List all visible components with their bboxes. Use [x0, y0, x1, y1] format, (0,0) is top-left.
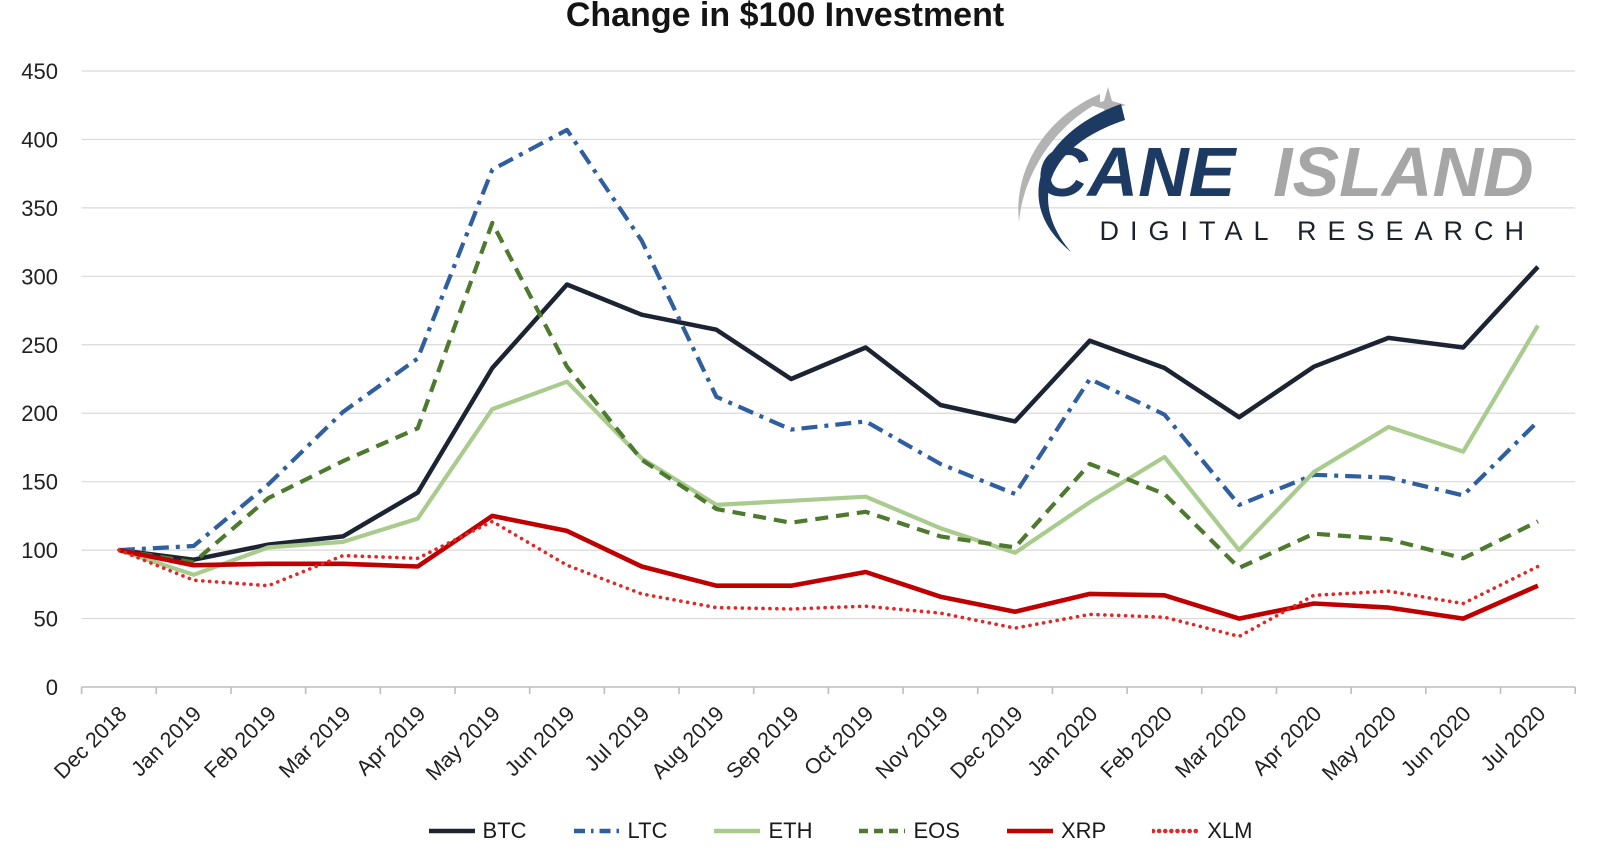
chart-title: Change in $100 Investment — [565, 0, 1005, 34]
x-axis-tick-label: Apr 2019 — [352, 702, 431, 781]
legend-line-sample-XLM — [1152, 828, 1201, 834]
legend-label-EOS: EOS — [913, 818, 960, 843]
legend-line-sample-XRP — [1006, 828, 1053, 834]
series-line-LTC — [118, 127, 1540, 553]
legend-item-EOS: EOS — [858, 818, 960, 844]
chart-legend: BTC LTC ETH EOS XRP XLM — [0, 818, 1600, 844]
legend-label-BTC: BTC — [482, 818, 527, 843]
legend-label-XRP: XRP — [1060, 818, 1107, 843]
x-axis-tick-label: May 2019 — [421, 702, 505, 786]
y-axis-tick-label: 100 — [21, 538, 58, 563]
legend-label-LTC: LTC — [627, 818, 668, 843]
y-axis-tick-label: 400 — [21, 127, 58, 152]
x-axis-tick-label: Oct 2019 — [800, 702, 879, 781]
x-axis-tick-label: Mar 2019 — [274, 702, 355, 783]
y-axis-tick-label: 0 — [46, 675, 58, 700]
x-axis-tick-label: Jul 2020 — [1476, 702, 1550, 776]
x-axis-tick-label: Apr 2020 — [1248, 702, 1327, 781]
x-axis-tick-label: Mar 2020 — [1170, 702, 1251, 783]
series-line-XLM — [117, 519, 1540, 639]
x-axis-tick-label: May 2020 — [1317, 702, 1401, 786]
x-axis-tick-label: Jan 2020 — [1023, 702, 1103, 782]
x-axis-tick-label: Jun 2019 — [500, 702, 580, 782]
legend-item-XLM: XLM — [1152, 818, 1252, 844]
y-axis-tick-label: 250 — [21, 333, 58, 358]
series-line-BTC — [118, 265, 1540, 562]
x-axis-tick-label: Sep 2019 — [722, 702, 804, 784]
x-axis-tick-label: Dec 2019 — [946, 702, 1028, 784]
legend-item-XRP: XRP — [1006, 818, 1106, 844]
legend-line-sample-LTC — [573, 828, 620, 834]
x-axis-tick-label: Dec 2018 — [49, 702, 131, 784]
legend-label-XLM: XLM — [1207, 818, 1253, 843]
legend-item-ETH: ETH — [713, 818, 812, 844]
y-axis-tick-label: 450 — [21, 59, 58, 84]
legend-line-sample-BTC — [428, 828, 475, 834]
y-axis-tick-label: 150 — [21, 470, 58, 495]
x-axis-tick-label: Jan 2019 — [127, 702, 207, 782]
y-axis-tick-label: 300 — [21, 264, 58, 289]
legend-item-LTC: LTC — [573, 818, 668, 844]
series-line-XRP — [118, 513, 1539, 621]
y-axis-tick-label: 350 — [21, 196, 58, 221]
y-axis-tick-label: 200 — [21, 401, 58, 426]
x-axis-tick-label: Nov 2019 — [871, 702, 953, 784]
x-axis-tick-label: Feb 2019 — [200, 702, 281, 783]
legend-label-ETH: ETH — [768, 818, 813, 843]
x-axis-tick-label: Jun 2020 — [1396, 702, 1476, 782]
legend-line-sample-ETH — [714, 828, 761, 834]
series-line-ETH — [118, 324, 1540, 577]
legend-line-sample-EOS — [859, 828, 906, 834]
y-axis-tick-label: 50 — [34, 607, 58, 632]
legend-item-BTC: BTC — [428, 818, 527, 844]
x-axis-tick-label: Jul 2019 — [580, 702, 654, 776]
x-axis-tick-label: Feb 2020 — [1096, 702, 1177, 783]
series-line-EOS — [118, 220, 1539, 571]
x-axis-tick-label: Aug 2019 — [647, 702, 729, 784]
